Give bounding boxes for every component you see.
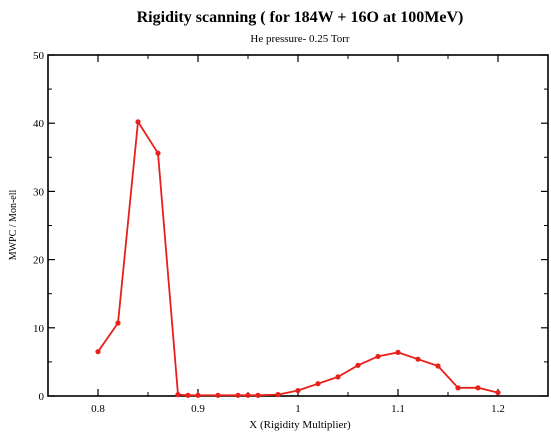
data-point xyxy=(235,392,241,398)
data-point xyxy=(95,349,101,355)
data-point xyxy=(415,356,421,362)
x-axis-label: X (Rigidity Multiplier) xyxy=(249,419,351,431)
y-tick-label: 30 xyxy=(33,186,45,198)
data-point xyxy=(355,362,361,368)
data-point xyxy=(335,374,341,380)
data-point xyxy=(375,353,381,360)
chart-title: Rigidity scanning ( for 184W + 16O at 10… xyxy=(137,9,464,26)
x-tick-label: 1.2 xyxy=(491,403,505,415)
data-point xyxy=(115,320,121,326)
data-point xyxy=(395,349,401,355)
y-axis-ticks: 0 10 20 30 40 50 xyxy=(33,50,548,403)
data-point xyxy=(275,392,281,398)
data-point xyxy=(195,392,201,398)
data-point xyxy=(315,381,321,387)
data-point xyxy=(245,392,251,398)
y-axis-label: MWPC / Mon-ell xyxy=(8,190,19,261)
series-line xyxy=(97,120,499,397)
data-point xyxy=(475,385,481,391)
x-tick-label: 0.9 xyxy=(191,403,205,415)
plot-frame xyxy=(47,54,549,397)
data-point xyxy=(175,392,181,398)
x-axis-ticks: 0.8 0.9 1 1.1 1.2 xyxy=(91,55,505,415)
data-point xyxy=(135,119,141,125)
chart-subtitle: He pressure- 0.25 Torr xyxy=(250,33,350,45)
data-point xyxy=(295,387,301,394)
data-point xyxy=(255,392,261,398)
y-tick-label: 10 xyxy=(33,323,45,335)
y-tick-label: 20 xyxy=(33,255,45,267)
y-tick-label: 0 xyxy=(39,391,45,403)
data-point xyxy=(435,363,441,369)
data-point xyxy=(185,392,191,398)
data-point xyxy=(215,392,221,398)
x-tick-label: 1 xyxy=(295,403,301,415)
x-tick-label: 1.1 xyxy=(391,403,405,415)
x-tick-label: 0.8 xyxy=(91,403,105,415)
data-point xyxy=(495,389,501,396)
data-point xyxy=(455,385,461,391)
series-layer xyxy=(95,119,501,398)
data-point xyxy=(155,150,161,156)
y-tick-label: 50 xyxy=(33,50,45,62)
y-tick-label: 40 xyxy=(33,118,45,130)
